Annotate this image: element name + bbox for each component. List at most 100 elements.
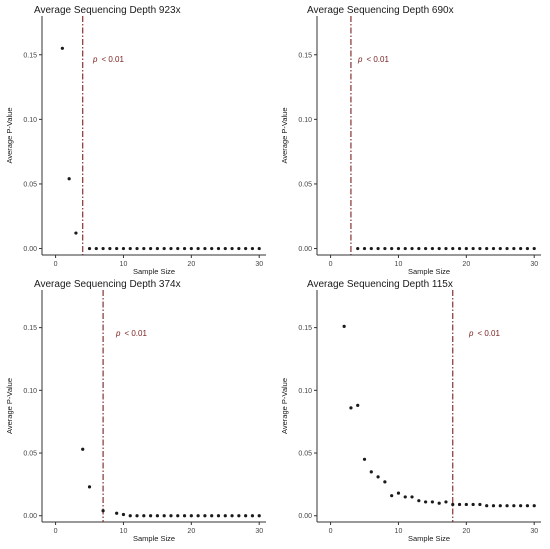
- p-symbol: p: [115, 329, 121, 338]
- data-point: [396, 246, 401, 251]
- data-point: [403, 495, 407, 499]
- y-axis-label: Average P-Value: [5, 107, 14, 163]
- p-threshold: < 0.01: [477, 329, 500, 338]
- y-tick-label: 0.05: [298, 181, 312, 188]
- data-point: [451, 502, 455, 507]
- data-point: [128, 514, 132, 518]
- data-point: [505, 504, 509, 508]
- data-point: [244, 514, 248, 518]
- data-point: [457, 246, 462, 251]
- data-point: [128, 246, 132, 251]
- data-point: [101, 246, 105, 251]
- data-point: [196, 514, 200, 518]
- data-point: [532, 246, 536, 251]
- chart-title: Average Sequencing Depth 115x: [307, 279, 453, 290]
- data-point: [210, 514, 214, 518]
- x-tick-label: 20: [462, 528, 470, 535]
- data-point: [369, 470, 373, 474]
- data-point: [532, 504, 536, 508]
- data-point: [189, 514, 193, 518]
- data-point: [223, 514, 227, 518]
- x-tick-label: 10: [395, 261, 403, 268]
- p-threshold: < 0.01: [124, 329, 147, 338]
- data-point: [478, 246, 482, 251]
- data-point: [519, 504, 523, 508]
- y-tick-label: 0.00: [298, 513, 312, 520]
- x-axis-label: Sample Size: [408, 267, 450, 276]
- y-tick-label: 0.00: [23, 513, 37, 520]
- data-point: [108, 246, 112, 251]
- x-tick-label: 10: [120, 261, 128, 268]
- x-axis-label: Sample Size: [133, 267, 175, 276]
- data-point: [525, 246, 530, 251]
- chart-title: Average Sequencing Depth 374x: [34, 279, 181, 290]
- y-tick-label: 0.10: [23, 388, 37, 395]
- data-point: [121, 512, 126, 517]
- data-point: [430, 500, 434, 504]
- x-axis-label: Sample Size: [408, 534, 450, 543]
- data-point: [383, 246, 387, 251]
- y-tick-label: 0.05: [298, 451, 312, 458]
- data-point: [390, 246, 394, 251]
- x-tick-label: 0: [54, 261, 58, 268]
- data-point: [430, 246, 434, 251]
- data-point: [424, 246, 428, 251]
- p-symbol: p: [468, 329, 474, 338]
- data-point: [525, 504, 530, 508]
- data-point: [216, 514, 221, 518]
- x-tick-label: 30: [530, 261, 538, 268]
- data-point: [491, 246, 496, 251]
- y-axis-label: Average P-Value: [280, 107, 289, 163]
- y-tick-label: 0.05: [23, 451, 37, 458]
- p-value-annotation: p < 0.01: [92, 55, 124, 64]
- x-tick-label: 0: [329, 528, 333, 535]
- data-point: [471, 246, 475, 251]
- p-symbol: p: [92, 55, 98, 64]
- data-point: [74, 231, 78, 235]
- p-value-annotation: p < 0.01: [357, 55, 389, 64]
- data-point: [176, 246, 180, 251]
- data-point: [196, 246, 200, 251]
- data-point: [203, 514, 207, 518]
- data-point: [478, 502, 482, 507]
- y-tick-label: 0.10: [298, 117, 312, 124]
- data-point: [101, 509, 105, 513]
- x-axis-label: Sample Size: [133, 534, 175, 543]
- x-tick-label: 30: [255, 528, 263, 535]
- data-point: [155, 514, 159, 518]
- data-point: [135, 514, 139, 518]
- x-tick-label: 20: [187, 261, 195, 268]
- data-point: [182, 246, 187, 251]
- data-point: [464, 246, 468, 251]
- data-point: [250, 514, 255, 518]
- data-point: [81, 447, 85, 451]
- data-point: [376, 475, 380, 479]
- data-point: [444, 500, 448, 504]
- p-symbol: p: [357, 55, 363, 64]
- data-point: [356, 246, 360, 251]
- data-point: [390, 494, 394, 498]
- chart-panel-2: Average Sequencing Depth 690x 0.00 0.05 0.1…: [280, 5, 541, 276]
- data-point: [519, 246, 523, 251]
- data-point: [512, 246, 516, 251]
- data-point: [121, 246, 126, 251]
- data-point: [349, 406, 353, 410]
- data-point: [362, 457, 367, 461]
- data-point: [87, 246, 92, 251]
- data-point: [362, 246, 367, 251]
- data-point: [169, 514, 173, 518]
- data-point: [396, 491, 401, 495]
- chart-panel-4: Average Sequencing Depth 115x 0.00 0.05 0.1…: [280, 279, 541, 543]
- p-value-annotation: p < 0.01: [468, 329, 500, 338]
- data-point: [60, 46, 64, 50]
- data-point: [115, 246, 119, 251]
- data-point: [451, 246, 455, 251]
- data-point: [356, 403, 360, 407]
- data-point: [237, 246, 241, 251]
- p-threshold: < 0.01: [101, 55, 124, 64]
- x-tick-label: 0: [54, 528, 58, 535]
- y-axis-label: Average P-Value: [5, 378, 14, 434]
- p-threshold: < 0.01: [366, 55, 389, 64]
- x-tick-label: 10: [120, 528, 128, 535]
- data-point: [417, 246, 421, 251]
